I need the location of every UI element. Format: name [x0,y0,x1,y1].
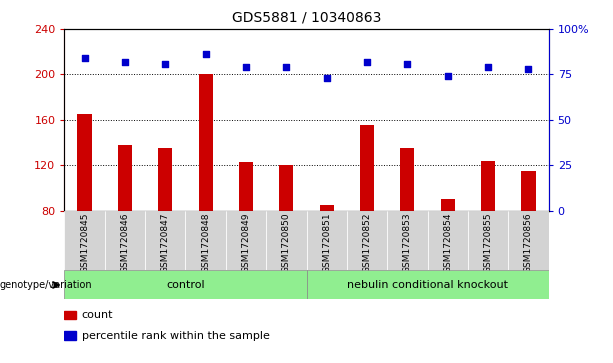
Text: GSM1720853: GSM1720853 [403,212,412,273]
Point [524,66,533,72]
Text: GDS5881 / 10340863: GDS5881 / 10340863 [232,11,381,25]
Bar [347,211,387,270]
Point [200,52,210,57]
Text: GSM1720847: GSM1720847 [161,212,170,273]
Bar [185,211,226,270]
Point [403,61,413,66]
Bar [360,126,374,211]
Text: genotype/variation: genotype/variation [0,280,93,290]
Point [80,55,89,61]
Text: count: count [82,310,113,321]
Point [241,64,251,70]
Point [322,75,332,81]
Text: GSM1720848: GSM1720848 [201,212,210,273]
Text: GSM1720856: GSM1720856 [524,212,533,273]
Bar [226,211,266,270]
Bar [158,148,172,211]
Bar [319,205,333,211]
Bar [77,114,91,211]
Bar [64,270,306,299]
Bar [306,211,347,270]
Point [443,73,452,79]
Text: GSM1720849: GSM1720849 [242,212,251,273]
Bar [105,211,145,270]
Point [483,64,493,70]
Text: GSM1720845: GSM1720845 [80,212,89,273]
Bar [199,74,213,211]
Bar [481,160,495,211]
Bar [239,162,253,211]
Bar [306,270,549,299]
Text: GSM1720852: GSM1720852 [362,212,371,273]
Bar [468,211,508,270]
Bar [64,311,76,319]
Point [120,59,130,65]
Text: GSM1720846: GSM1720846 [120,212,129,273]
Bar [508,211,549,270]
Point [281,64,291,70]
Bar [118,145,132,211]
Bar [280,165,294,211]
Bar [266,211,306,270]
Bar [400,148,414,211]
Point [362,59,372,65]
Bar [427,211,468,270]
Bar [64,331,76,340]
Bar [522,171,536,211]
Text: nebulin conditional knockout: nebulin conditional knockout [347,280,508,290]
Text: GSM1720855: GSM1720855 [484,212,493,273]
Bar [145,211,185,270]
Bar [387,211,428,270]
Text: GSM1720850: GSM1720850 [282,212,291,273]
Text: control: control [166,280,205,290]
Point [161,61,170,66]
Text: GSM1720854: GSM1720854 [443,212,452,273]
Bar [441,199,455,211]
Text: percentile rank within the sample: percentile rank within the sample [82,331,270,341]
Bar [64,211,105,270]
Text: GSM1720851: GSM1720851 [322,212,331,273]
